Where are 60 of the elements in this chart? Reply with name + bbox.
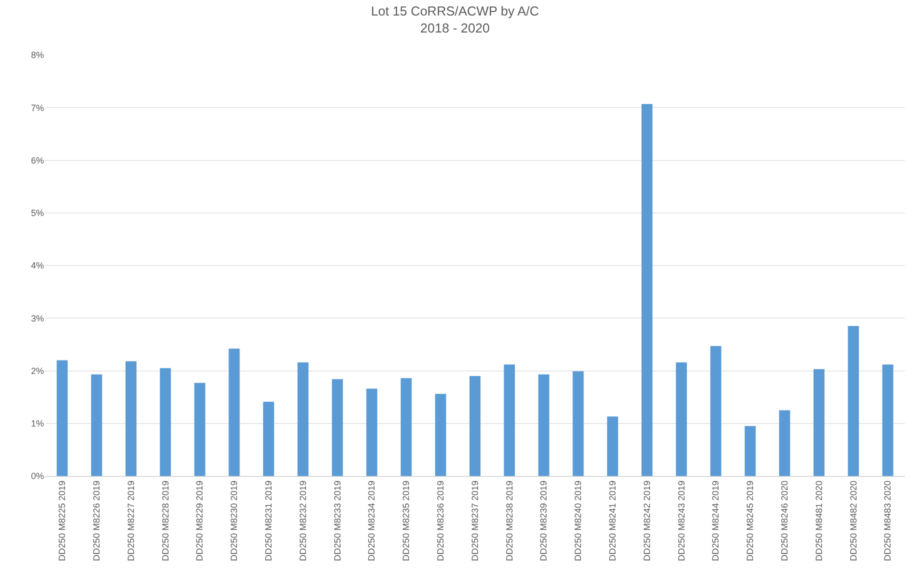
x-tick-label: DD250 M8237 2019	[470, 480, 480, 562]
bar	[228, 348, 240, 476]
bar	[263, 402, 274, 476]
x-tick-label: DD250 M8227 2019	[126, 480, 136, 562]
y-tick-label: 1%	[30, 418, 44, 429]
bar	[366, 388, 378, 476]
x-tick-label: DD250 M8238 2019	[504, 480, 514, 562]
x-tick-label: DD250 M8241 2019	[608, 480, 618, 562]
bar	[504, 364, 515, 476]
bar	[332, 379, 343, 476]
x-tick-label: DD250 M8232 2019	[298, 480, 308, 562]
bar	[779, 410, 790, 476]
y-tick-label: 8%	[30, 50, 44, 60]
x-tick-label: DD250 M8234 2019	[366, 480, 377, 562]
x-tick-label: DD250 M8230 2019	[229, 480, 240, 562]
bar	[642, 104, 652, 476]
bar	[676, 362, 687, 476]
y-tick-label: 4%	[30, 260, 44, 271]
bar	[470, 376, 480, 476]
bar	[126, 361, 136, 476]
bar	[91, 374, 102, 476]
x-tick-label: DD250 M8243 2019	[676, 480, 686, 562]
x-tick-label: DD250 M8244 2019	[710, 480, 721, 562]
bar	[435, 394, 446, 476]
bar	[400, 378, 412, 476]
y-tick-label: 2%	[30, 366, 44, 376]
y-tick-label: 5%	[30, 208, 44, 218]
y-tick-label: 0%	[30, 471, 44, 482]
x-tick-label: DD250 M8483 2020	[882, 480, 893, 562]
x-tick-label: DD250 M8482 2020	[848, 480, 858, 562]
x-tick-label: DD250 M8229 2019	[194, 480, 205, 562]
y-tick-label: 6%	[30, 155, 44, 166]
x-tick-label: DD250 M8235 2019	[401, 480, 412, 562]
y-tick-label: 3%	[30, 313, 44, 324]
x-tick-label: DD250 M8481 2020	[814, 480, 824, 562]
x-tick-label: DD250 M8226 2019	[92, 480, 102, 562]
x-tick-label: DD250 M8233 2019	[332, 480, 342, 562]
chart-title: Lot 15 CoRRS/ACWP by A/C 2018 - 2020	[370, 4, 540, 36]
bar	[572, 371, 584, 476]
bar	[160, 368, 171, 476]
x-tick-label: DD250 M8246 2020	[780, 480, 790, 562]
x-tick-label: DD250 M8236 2019	[436, 480, 446, 562]
x-tick-label: DD250 M8225 2019	[57, 480, 68, 562]
bar	[607, 416, 618, 476]
x-tick-label: DD250 M8228 2019	[160, 480, 170, 562]
bar	[710, 346, 722, 476]
bar	[814, 369, 824, 476]
bar	[56, 360, 68, 476]
bar	[882, 364, 894, 476]
bar	[848, 326, 859, 476]
y-tick-label: 7%	[30, 102, 44, 113]
bar	[538, 374, 550, 476]
x-tick-label: DD250 M8242 2019	[642, 480, 652, 562]
bar	[744, 426, 756, 476]
x-tick-label: DD250 M8239 2019	[538, 480, 549, 562]
x-tick-label: DD250 M8240 2019	[573, 480, 584, 562]
x-tick-label: DD250 M8231 2019	[264, 480, 274, 562]
bar	[194, 382, 206, 476]
bar	[298, 362, 308, 476]
x-tick-label: DD250 M8245 2019	[745, 480, 756, 562]
